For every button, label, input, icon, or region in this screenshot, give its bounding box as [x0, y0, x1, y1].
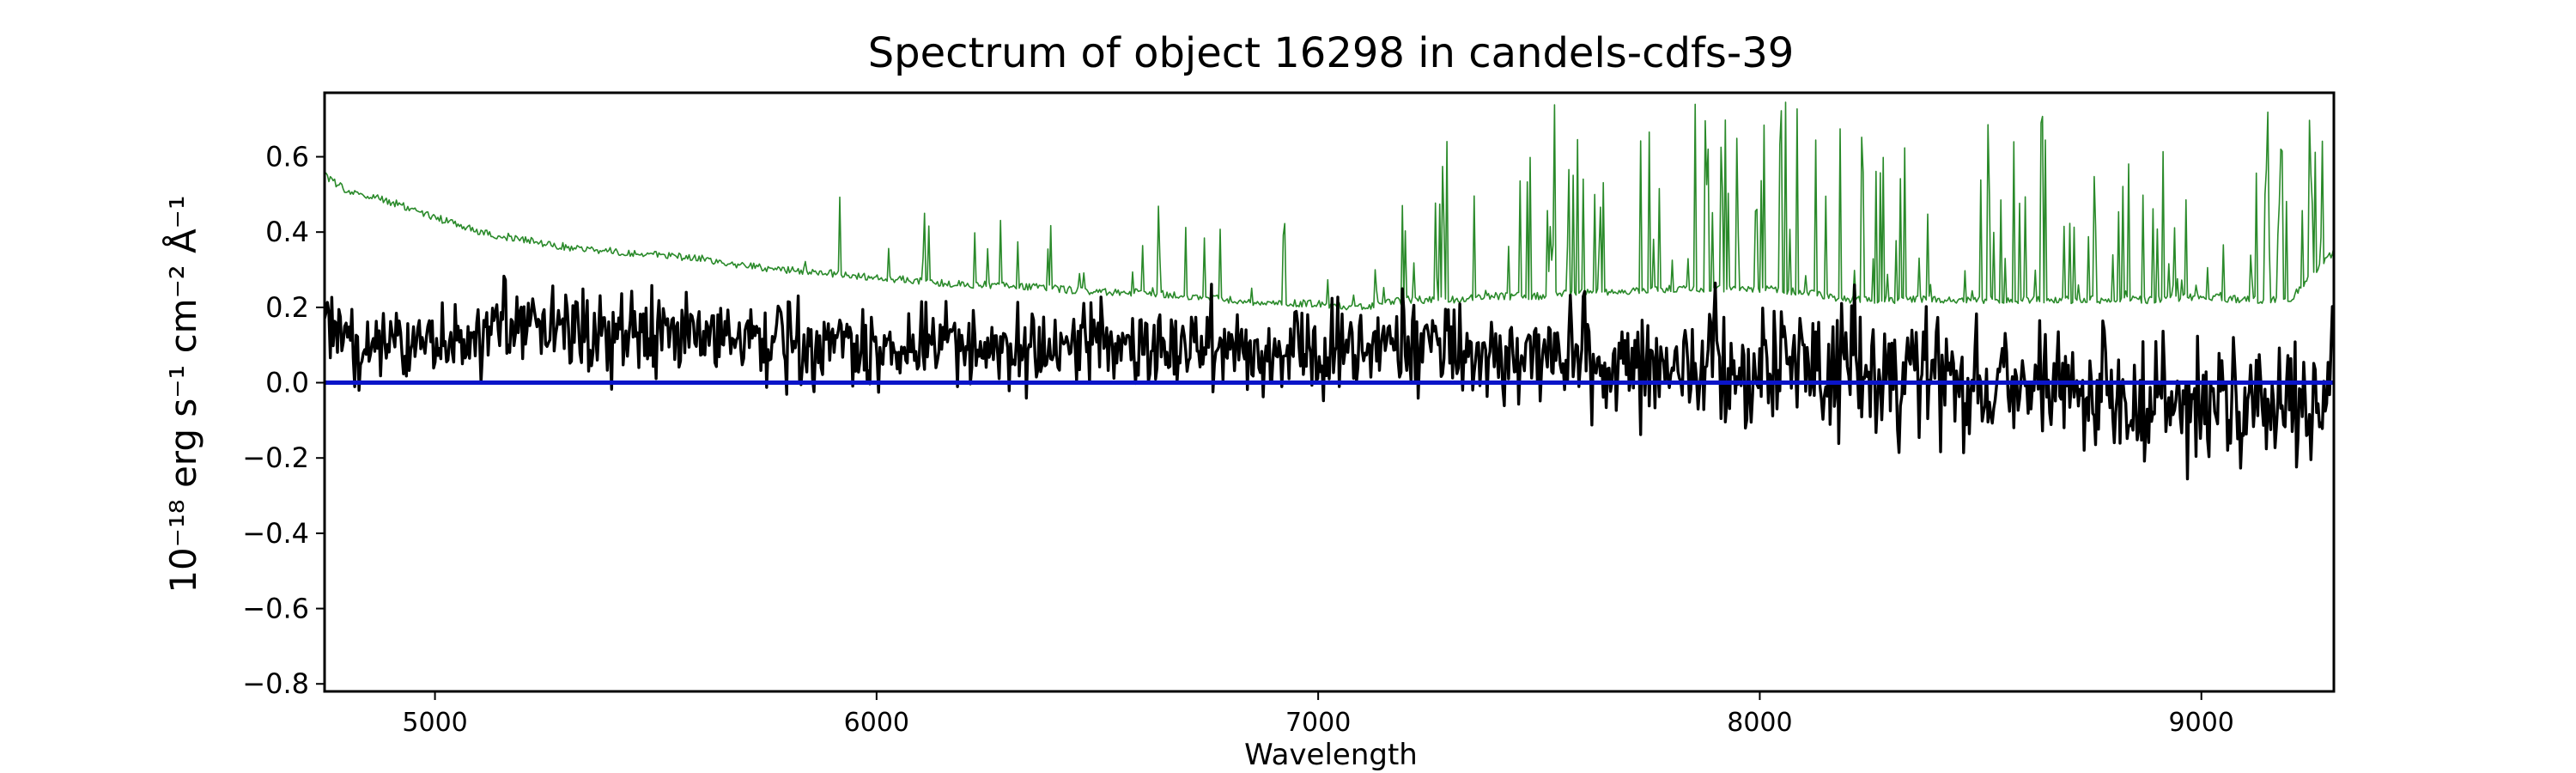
y-tick-label: 0.6	[265, 141, 309, 173]
axis-ticks: 5000 6000 7000 8000 9000 −0.8 −0.6 −0.4 −0.2 0.0 0…	[242, 141, 2234, 738]
plot-frame	[323, 91, 2336, 693]
y-axis-label: 10⁻¹⁸ erg s⁻¹ cm⁻² Å⁻¹	[161, 195, 204, 593]
chart-title: Spectrum of object 16298 in candels-cdfs…	[868, 29, 1795, 77]
x-axis-label: Wavelength	[1244, 738, 1418, 772]
y-tick-label: −0.6	[242, 593, 309, 625]
x-tick-label: 5000	[402, 708, 467, 738]
y-tick-label: 0.2	[265, 291, 309, 324]
x-tick-label: 8000	[1727, 708, 1792, 738]
flux-line	[325, 274, 2334, 481]
y-tick-label: −0.2	[242, 441, 309, 474]
y-tick-label: −0.8	[242, 667, 309, 700]
y-tick-label: 0.0	[265, 367, 309, 399]
x-tick-label: 7000	[1285, 708, 1351, 738]
y-tick-label: −0.4	[242, 517, 309, 550]
x-tick-label: 6000	[844, 708, 909, 738]
x-tick-label: 9000	[2169, 708, 2234, 738]
contamination-line	[325, 101, 2334, 311]
plot-series	[325, 101, 2334, 481]
y-tick-label: 0.4	[265, 216, 309, 248]
